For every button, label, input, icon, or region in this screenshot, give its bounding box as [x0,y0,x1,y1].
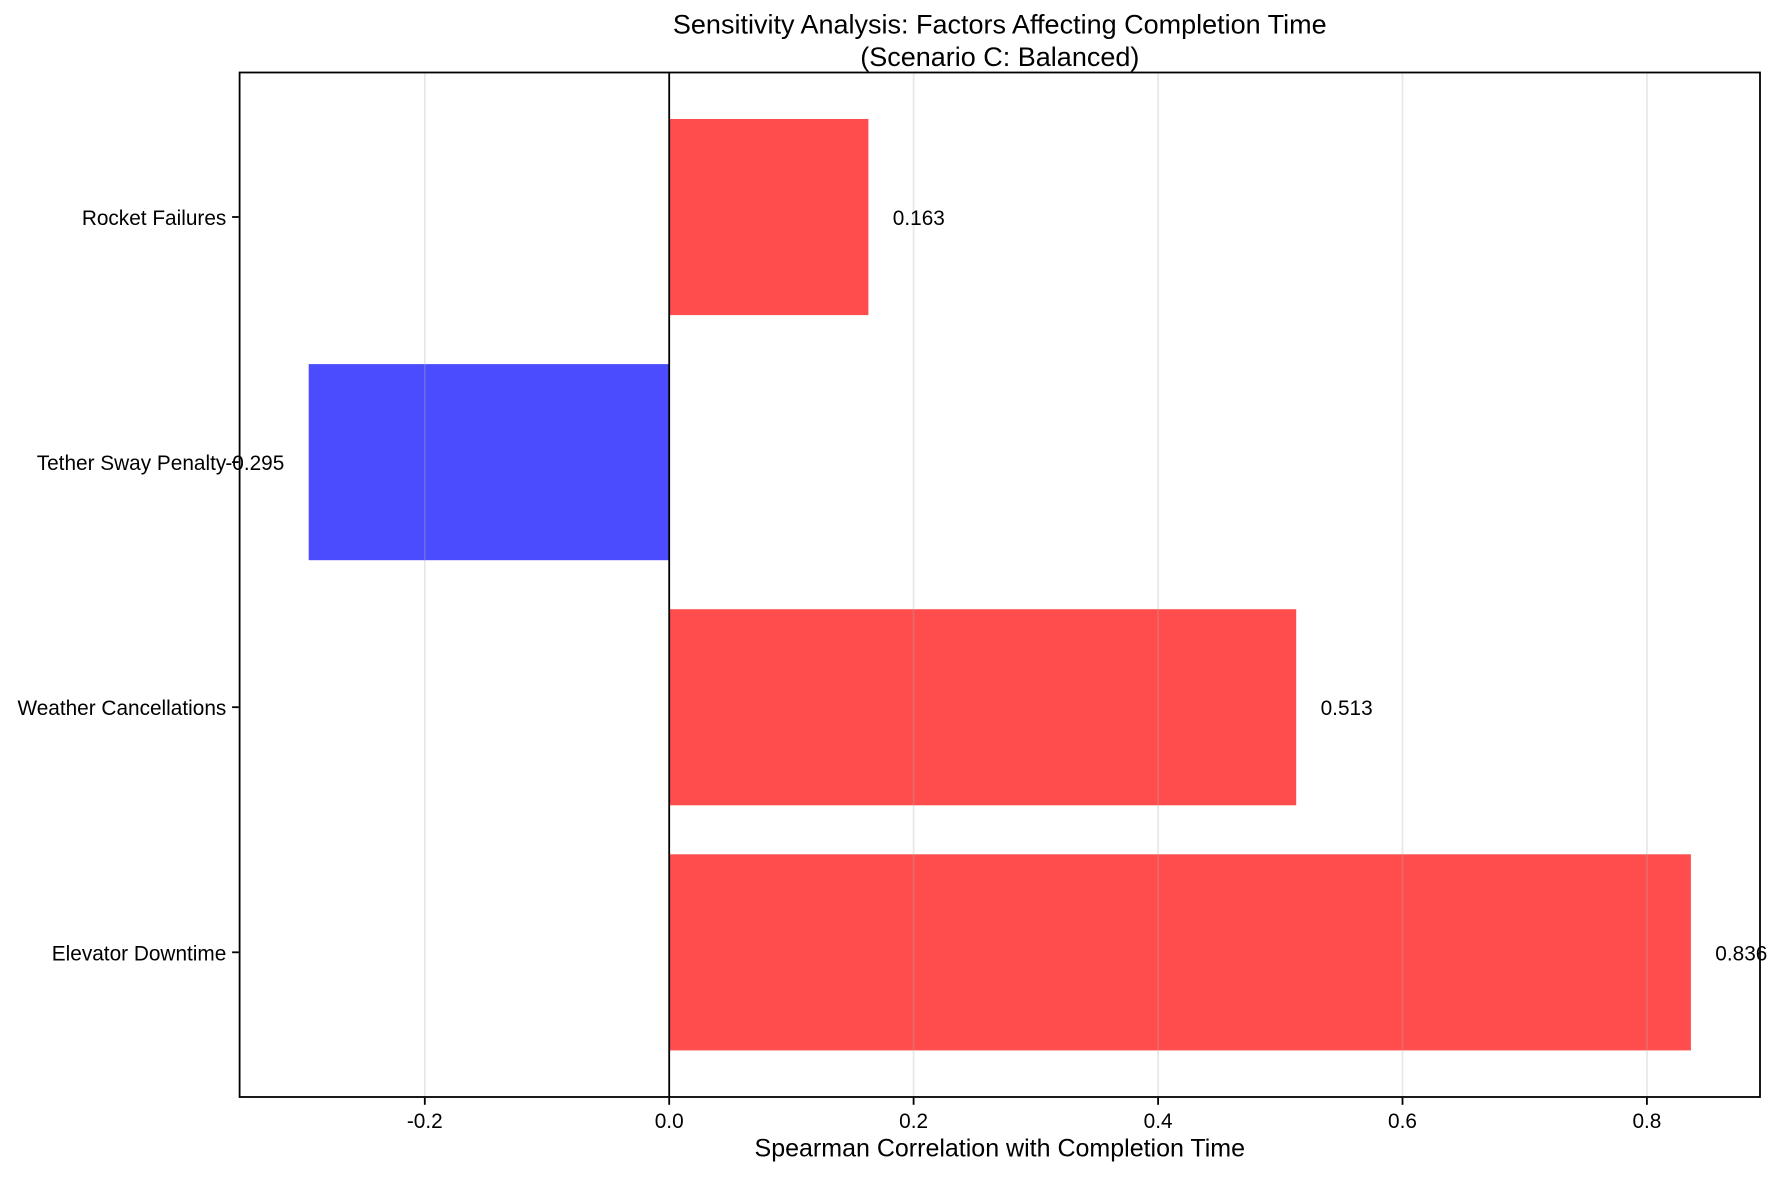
svg-text:Rocket Failures: Rocket Failures [82,207,226,230]
svg-text:-0.2: -0.2 [407,1110,443,1133]
svg-text:0.4: 0.4 [1144,1110,1173,1133]
svg-text:Spearman Correlation with Comp: Spearman Correlation with Completion Tim… [755,1135,1246,1163]
svg-text:0.8: 0.8 [1632,1110,1661,1133]
svg-text:Tether Sway Penalty: Tether Sway Penalty [37,452,227,475]
svg-text:-0.295: -0.295 [225,452,284,475]
svg-text:Weather Cancellations: Weather Cancellations [17,697,226,720]
svg-text:Sensitivity Analysis: Factors: Sensitivity Analysis: Factors Affecting … [673,10,1327,40]
svg-text:0.513: 0.513 [1321,697,1373,720]
svg-text:(Scenario C: Balanced): (Scenario C: Balanced) [860,42,1139,72]
svg-text:0.836: 0.836 [1715,942,1767,965]
svg-text:0.2: 0.2 [899,1110,928,1133]
svg-text:0.0: 0.0 [655,1110,684,1133]
svg-text:Elevator Downtime: Elevator Downtime [52,942,227,965]
svg-text:0.163: 0.163 [893,207,945,230]
svg-text:0.6: 0.6 [1388,1110,1417,1133]
